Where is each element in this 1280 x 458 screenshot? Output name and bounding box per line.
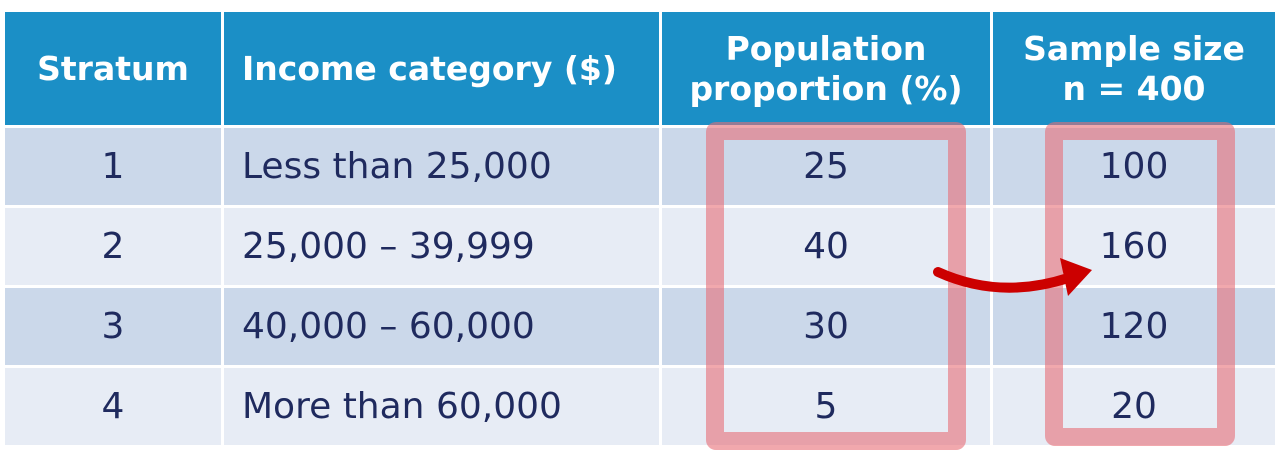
header-sample: Sample size n = 400 bbox=[993, 12, 1275, 125]
stratum-cell: 3 bbox=[5, 288, 224, 365]
sample-highlight-box bbox=[1045, 122, 1235, 446]
header-stratum: Stratum bbox=[5, 12, 224, 125]
income-cell: Less than 25,000 bbox=[224, 128, 662, 205]
stratum-cell: 2 bbox=[5, 208, 224, 285]
stratum-cell: 1 bbox=[5, 128, 224, 205]
income-cell: 25,000 – 39,999 bbox=[224, 208, 662, 285]
proportion-highlight-box bbox=[706, 122, 966, 450]
header-population-line1: Population bbox=[725, 28, 927, 68]
table-header: Stratum Income category ($) Population pr… bbox=[5, 12, 1275, 125]
header-sample-line1: Sample size bbox=[1023, 28, 1245, 68]
table-row: 4 More than 60,000 5 20 bbox=[5, 368, 1275, 445]
stratum-cell: 4 bbox=[5, 368, 224, 445]
header-income: Income category ($) bbox=[224, 12, 662, 125]
table-row: 1 Less than 25,000 25 100 bbox=[5, 128, 1275, 205]
header-sample-line2: n = 400 bbox=[1062, 68, 1206, 108]
header-population: Population proportion (%) bbox=[662, 12, 993, 125]
income-cell: More than 60,000 bbox=[224, 368, 662, 445]
header-population-line2: proportion (%) bbox=[689, 68, 963, 108]
income-cell: 40,000 – 60,000 bbox=[224, 288, 662, 365]
